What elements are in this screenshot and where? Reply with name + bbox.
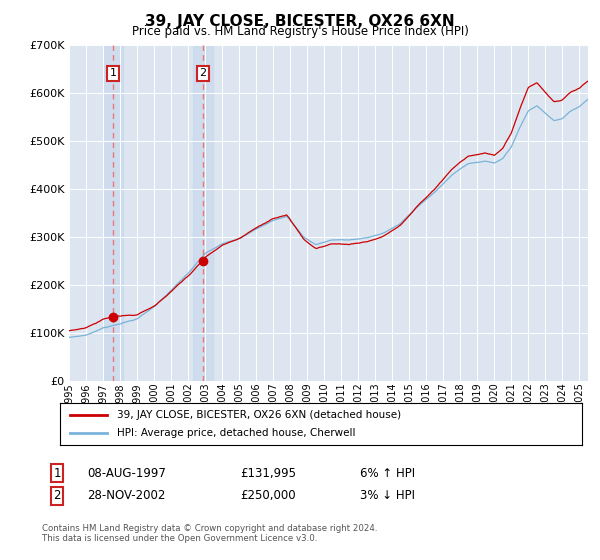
- Text: 28-NOV-2002: 28-NOV-2002: [87, 489, 166, 502]
- Text: £131,995: £131,995: [240, 466, 296, 480]
- Text: 3% ↓ HPI: 3% ↓ HPI: [360, 489, 415, 502]
- Text: 1: 1: [53, 466, 61, 480]
- Text: £250,000: £250,000: [240, 489, 296, 502]
- Text: 2: 2: [53, 489, 61, 502]
- Text: Contains HM Land Registry data © Crown copyright and database right 2024.
This d: Contains HM Land Registry data © Crown c…: [42, 524, 377, 543]
- Text: 39, JAY CLOSE, BICESTER, OX26 6XN (detached house): 39, JAY CLOSE, BICESTER, OX26 6XN (detac…: [118, 410, 401, 420]
- Bar: [193, 45, 213, 381]
- Text: 2: 2: [199, 68, 206, 78]
- Text: Price paid vs. HM Land Registry's House Price Index (HPI): Price paid vs. HM Land Registry's House …: [131, 25, 469, 38]
- Text: HPI: Average price, detached house, Cherwell: HPI: Average price, detached house, Cher…: [118, 428, 356, 438]
- Text: 08-AUG-1997: 08-AUG-1997: [87, 466, 166, 480]
- Bar: [103, 45, 123, 381]
- Text: 6% ↑ HPI: 6% ↑ HPI: [360, 466, 415, 480]
- Text: 1: 1: [109, 68, 116, 78]
- Text: 39, JAY CLOSE, BICESTER, OX26 6XN: 39, JAY CLOSE, BICESTER, OX26 6XN: [145, 14, 455, 29]
